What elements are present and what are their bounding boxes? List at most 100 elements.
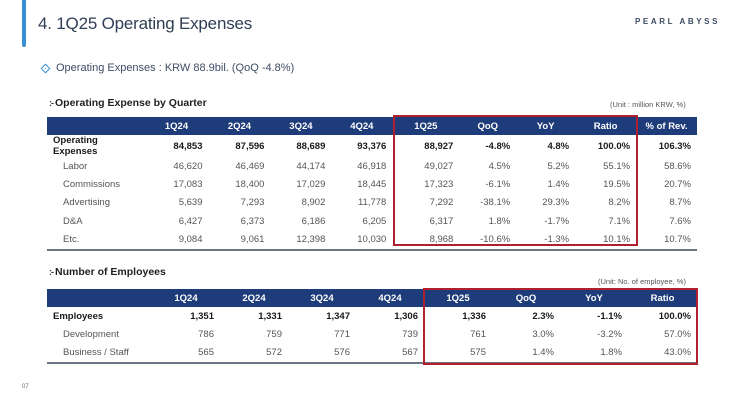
opex-table: 1Q24 2Q24 3Q24 4Q24 1Q25 QoQ YoY Ratio % of Rev.…	[47, 117, 697, 251]
row-label: Commissions	[63, 179, 121, 191]
table-cell: 88,689	[296, 140, 326, 152]
table-cell: 575	[424, 343, 492, 365]
table-cell: 739	[402, 329, 418, 341]
table-cell: 565	[152, 343, 220, 365]
column-header: Ratio	[650, 292, 675, 304]
table-cell: 46,918	[357, 160, 387, 172]
opex-heading-text: Operating Expense by Quarter	[55, 97, 207, 109]
table-cell: -1.1%	[597, 310, 622, 322]
table-cell: 10.7%	[636, 230, 697, 251]
table-cell: 100.0%	[658, 310, 691, 322]
table-cell: 1.8%	[560, 343, 628, 365]
table-cell: 6,205	[362, 215, 387, 227]
opex-unit-note: (Unit : million KRW, %)	[610, 100, 686, 109]
table-cell: 46,620	[173, 160, 203, 172]
table-row: Business / Staff 565 572 576 567 575 1.4% 1.8% 4…	[47, 343, 697, 365]
column-header: 1Q24	[164, 120, 189, 132]
table-cell: 20.7%	[664, 179, 691, 191]
opex-highlight-box	[393, 115, 638, 246]
title-accent-bar	[22, 0, 26, 47]
table-row: Operating Expenses 84,853 87,596 88,689 93,3…	[47, 135, 697, 157]
table-cell: 87,596	[235, 140, 265, 152]
table-cell: 29.3%	[542, 197, 570, 209]
employees-section-heading: :- Number of Employees	[49, 266, 166, 278]
column-header: 2Q24	[242, 292, 266, 304]
table-cell: 43.0%	[628, 343, 697, 365]
table-cell: -6.1%	[485, 179, 511, 191]
table-cell: 6,373	[240, 215, 265, 227]
table-cell: 57.0%	[664, 329, 691, 341]
table-cell: 1.8%	[488, 215, 511, 227]
section-bullet-icon: :-	[49, 267, 54, 277]
row-label: Operating Expenses	[53, 135, 98, 157]
table-cell: 572	[220, 343, 288, 365]
table-cell: 8,902	[301, 197, 326, 209]
column-header: 3Q24	[289, 120, 313, 132]
section-bullet-icon: :-	[49, 98, 54, 108]
table-cell: 1,331	[258, 310, 282, 322]
table-cell: 6,427	[178, 215, 203, 227]
table-cell: 9,061	[208, 230, 271, 251]
table-cell: 10,030	[331, 230, 393, 251]
table-cell: 7,293	[240, 197, 265, 209]
table-cell: -38.1%	[480, 197, 511, 209]
column-header: 1Q24	[174, 292, 198, 304]
table-cell: 18,400	[235, 179, 265, 191]
table-cell: 44,174	[296, 160, 326, 172]
summary-line: Operating Expenses : KRW 88.9bil. (QoQ -…	[40, 62, 295, 74]
employees-highlight-box	[423, 288, 698, 365]
column-header	[47, 117, 145, 135]
table-cell: 12,398	[270, 230, 332, 251]
table-cell: 6,186	[301, 215, 326, 227]
column-header: 2Q24	[227, 120, 252, 132]
employees-heading-text: Number of Employees	[55, 266, 166, 278]
table-cell: 4.8%	[547, 140, 570, 152]
table-cell: 18,445	[357, 179, 387, 191]
row-label: Labor	[63, 160, 88, 172]
table-cell: 1,336	[462, 310, 486, 322]
table-row: D&A 6,427 6,373 6,186 6,205 6,317 1.8% -1.7% 7.1…	[47, 212, 697, 230]
table-cell: 761	[470, 329, 486, 341]
row-label: D&A	[63, 215, 83, 227]
table-cell: 58.6%	[664, 160, 691, 172]
column-header: YoY	[536, 120, 555, 132]
table-row: Advertising 5,639 7,293 8,902 11,778 7,292 -38…	[47, 194, 697, 212]
row-label: Employees	[53, 310, 104, 322]
row-label: Development	[63, 329, 119, 341]
row-label: Etc.	[47, 230, 145, 251]
table-cell: 3.0%	[532, 329, 554, 341]
table-cell: 88,927	[424, 140, 454, 152]
table-cell: 17,029	[296, 179, 326, 191]
employees-table: 1Q24 2Q24 3Q24 4Q24 1Q25 QoQ YoY Ratio Employee…	[47, 289, 697, 365]
table-cell: 576	[288, 343, 356, 365]
summary-text: Operating Expenses : KRW 88.9bil. (QoQ -…	[56, 62, 295, 74]
table-cell: 771	[334, 329, 350, 341]
opex-header-row: 1Q24 2Q24 3Q24 4Q24 1Q25 QoQ YoY Ratio % of Rev.	[47, 117, 697, 135]
table-cell: 4.5%	[488, 160, 511, 172]
table-cell: 7.6%	[669, 215, 691, 227]
column-header: QoQ	[477, 120, 499, 132]
column-header: QoQ	[515, 292, 537, 304]
table-cell: 1,351	[190, 310, 214, 322]
page-number: 07	[22, 384, 29, 390]
employees-header-row: 1Q24 2Q24 3Q24 4Q24 1Q25 QoQ YoY Ratio	[47, 289, 697, 307]
company-logo: PEARL ABYSS	[635, 17, 721, 26]
table-cell: 19.5%	[603, 179, 631, 191]
table-cell: 7,292	[429, 197, 454, 209]
column-header: Ratio	[593, 120, 618, 132]
table-cell: 1,347	[326, 310, 350, 322]
table-cell: 100.0%	[597, 140, 631, 152]
table-row: Employees 1,351 1,331 1,347 1,306 1,336 2.3% -1…	[47, 307, 697, 325]
table-cell: 5,639	[178, 197, 203, 209]
table-cell: 8.2%	[608, 197, 631, 209]
column-header: 3Q24	[310, 292, 334, 304]
table-cell: 9,084	[144, 230, 209, 251]
employees-unit-note: (Unit: No. of employee, %)	[598, 277, 686, 286]
opex-section-heading: :- Operating Expense by Quarter	[49, 97, 207, 109]
row-label: Business / Staff	[47, 343, 152, 365]
column-header: 4Q24	[378, 292, 402, 304]
table-cell: 55.1%	[603, 160, 631, 172]
column-header: YoY	[585, 292, 603, 304]
page-title: 4. 1Q25 Operating Expenses	[38, 14, 253, 33]
table-cell: 6,317	[429, 215, 454, 227]
